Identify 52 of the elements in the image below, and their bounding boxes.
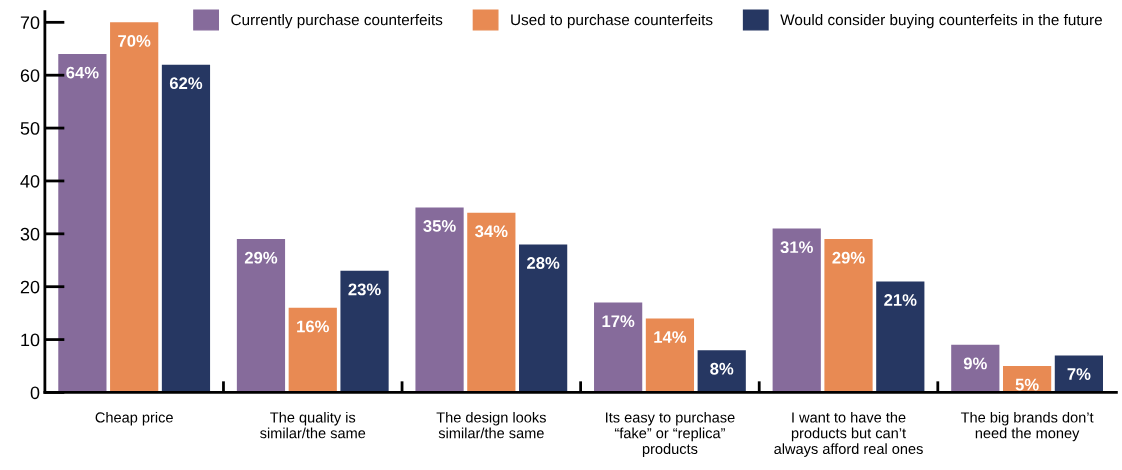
data-label: 29% [832,251,865,264]
y-tick-label: 60 [20,69,40,82]
data-label: 62% [169,77,203,90]
bar [340,270,389,393]
bar [697,350,746,393]
bar [951,344,1000,393]
data-label: 31% [780,241,813,254]
bar [1054,355,1103,393]
data-label: 28% [527,257,560,269]
x-tick-label: Its easy to purchase “fake” or “replica” products [606,411,735,457]
legend-label: Currently purchase counterfeits [231,14,443,29]
y-tick-label: 0 [30,386,40,400]
bar [288,307,337,393]
legend-label: Would consider buying counterfeits in the future [780,14,1102,29]
y-tick-label: 30 [20,227,40,241]
x-tick-label: The big brands don’t need the money [960,411,1094,442]
bar [519,244,568,393]
legend-label: Used to purchase counterfeits [511,14,713,29]
y-tick-label: 40 [20,174,40,188]
bar [58,54,107,393]
y-tick-label: 70 [20,16,40,30]
bar [645,318,695,393]
y-tick-label: 20 [20,280,40,294]
data-label: 14% [654,331,687,343]
x-tick-label: I want to have the products but can’t always afford real ones [774,411,923,457]
data-label: 34% [475,225,508,238]
bar [772,228,821,393]
data-label: 9% [963,357,987,370]
data-label: 16% [297,320,329,333]
y-tick-label: 50 [20,122,40,135]
data-label: 5% [1015,378,1039,391]
bar [110,22,159,393]
y-tick-label: 10 [21,333,40,347]
data-label: 64% [66,66,99,79]
bar [161,64,211,393]
x-tick-label: The quality is similar/the same [260,411,366,439]
bar [876,281,925,393]
data-label: 7% [1067,368,1091,380]
x-tick-label: The design looks similar/the same [436,411,546,439]
bar [415,207,464,393]
data-label: 70% [118,35,151,47]
bar [824,239,873,393]
data-label: 21% [884,294,917,306]
bar [594,302,643,393]
data-label: 17% [602,315,635,328]
x-tick-label: Cheap price [95,411,173,426]
data-label: 23% [348,283,381,296]
bar [467,212,516,393]
bar [236,239,286,393]
data-label: 29% [244,251,278,264]
data-label: 8% [710,362,734,375]
data-label: 35% [423,220,456,232]
